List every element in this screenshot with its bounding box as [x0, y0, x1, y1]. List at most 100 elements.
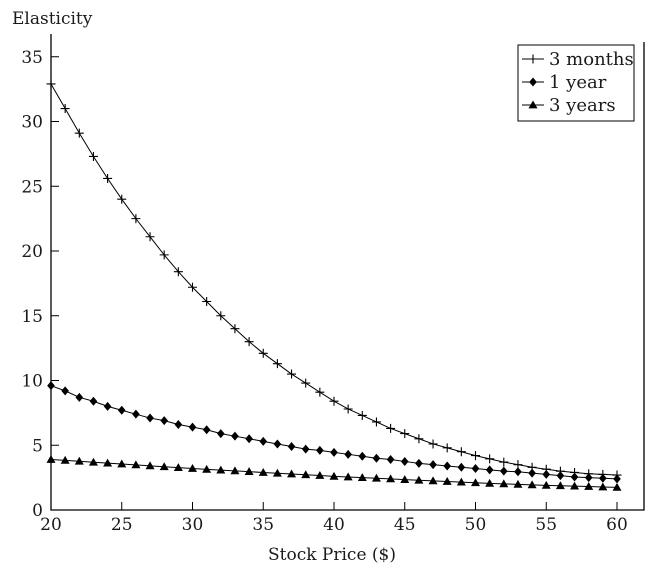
data-point-triangle	[103, 458, 113, 467]
data-point-diamond	[429, 460, 437, 470]
data-point-diamond	[471, 464, 480, 474]
data-point-triangle	[230, 466, 240, 475]
data-point-plus	[145, 232, 155, 242]
data-point-triangle	[485, 478, 495, 487]
data-point-diamond	[344, 449, 352, 459]
series-1-year	[47, 381, 621, 484]
data-point-diamond	[231, 431, 239, 441]
data-point-diamond	[202, 425, 211, 435]
data-point-triangle	[315, 471, 325, 479]
data-point-triangle	[513, 479, 523, 488]
data-point-triangle	[272, 468, 282, 477]
x-tick-label: 50	[465, 515, 487, 535]
data-point-triangle	[428, 476, 438, 485]
data-point-triangle	[471, 478, 480, 487]
y-tick-label: 5	[32, 436, 43, 456]
data-point-diamond	[514, 467, 522, 477]
data-point-diamond	[542, 469, 551, 479]
data-point-triangle	[528, 100, 538, 109]
data-point-diamond	[316, 445, 324, 455]
data-point-diamond	[443, 461, 452, 471]
data-point-diamond	[358, 451, 367, 461]
plot-frame	[50, 34, 645, 511]
data-point-plus	[357, 410, 367, 420]
data-point-diamond	[273, 439, 282, 449]
data-point-triangle	[131, 460, 141, 469]
data-point-triangle	[414, 475, 424, 484]
data-point-triangle	[598, 482, 608, 491]
data-point-diamond	[146, 413, 154, 423]
data-point-triangle	[343, 472, 353, 481]
series-layer	[46, 79, 622, 491]
data-point-triangle	[329, 471, 339, 480]
data-point-diamond	[216, 429, 225, 439]
y-tick-label: 35	[21, 48, 43, 68]
data-point-plus	[471, 451, 480, 461]
data-point-plus	[315, 387, 325, 397]
data-point-plus	[202, 297, 212, 307]
data-point-triangle	[145, 461, 155, 470]
data-point-triangle	[442, 477, 452, 485]
data-point-triangle	[570, 481, 580, 490]
data-point-plus	[428, 439, 438, 449]
data-point-triangle	[584, 482, 594, 490]
data-point-plus	[131, 214, 141, 224]
data-point-diamond	[174, 420, 183, 430]
x-tick-label: 35	[252, 515, 274, 535]
data-point-triangle	[527, 480, 537, 489]
data-point-plus	[329, 396, 339, 406]
data-point-plus	[371, 417, 381, 427]
data-point-triangle	[541, 480, 551, 489]
data-point-diamond	[188, 422, 197, 432]
data-point-diamond	[103, 401, 112, 411]
legend-label: 1 year	[549, 72, 607, 93]
data-point-triangle	[287, 469, 297, 478]
data-point-diamond	[61, 386, 69, 396]
data-point-plus	[230, 324, 240, 334]
data-point-plus	[485, 454, 495, 464]
data-point-triangle	[173, 463, 183, 472]
data-point-plus	[60, 104, 70, 114]
data-point-diamond	[160, 416, 169, 426]
data-point-plus	[272, 359, 282, 369]
y-axis: 0 5 10 15 20 25 30 35	[21, 48, 59, 521]
data-point-diamond	[613, 474, 621, 484]
data-point-diamond	[301, 444, 310, 454]
y-tick-label: 30	[21, 113, 43, 133]
data-point-triangle	[400, 475, 410, 483]
data-point-triangle	[202, 464, 212, 473]
data-point-triangle	[216, 465, 226, 474]
data-point-triangle	[60, 455, 70, 464]
data-point-triangle	[46, 454, 56, 463]
x-axis: 20 25 30 35 40 45 50 55 60	[40, 502, 628, 535]
y-tick-label: 0	[32, 501, 43, 521]
x-axis-title: Stock Price ($)	[268, 545, 396, 565]
x-tick-label: 20	[40, 515, 62, 535]
data-point-plus	[88, 151, 98, 161]
y-tick-label: 25	[21, 177, 43, 197]
data-point-diamond	[528, 468, 536, 478]
data-point-triangle	[555, 481, 565, 490]
data-point-triangle	[88, 457, 98, 466]
data-point-diamond	[570, 472, 579, 482]
data-point-diamond	[117, 405, 126, 415]
data-point-plus	[343, 404, 353, 414]
data-point-triangle	[371, 473, 381, 482]
data-point-triangle	[612, 482, 622, 491]
data-point-triangle	[386, 474, 396, 483]
data-point-plus	[74, 128, 84, 138]
legend-label: 3 years	[549, 95, 616, 116]
data-point-plus	[287, 369, 297, 379]
data-point-plus	[386, 423, 396, 433]
y-tick-label: 20	[21, 242, 43, 262]
legend-label: 3 months	[549, 49, 634, 70]
series-3-months	[46, 79, 622, 480]
data-point-plus	[117, 194, 127, 204]
y-tick-label: 10	[21, 372, 43, 392]
series-3-years	[46, 454, 622, 491]
x-tick-label: 40	[323, 515, 345, 535]
x-tick-label: 55	[535, 515, 557, 535]
